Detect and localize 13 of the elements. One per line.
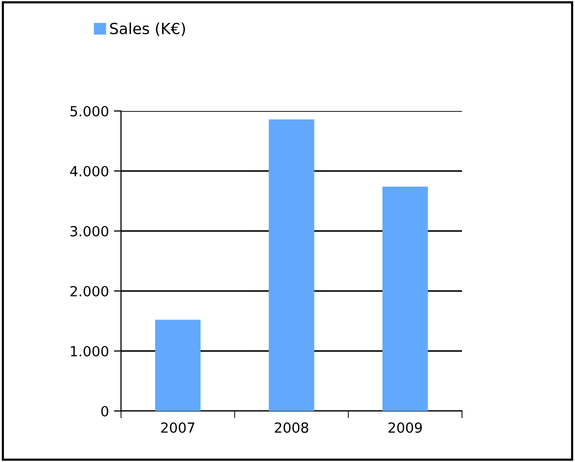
x-tick-label: 2009 — [388, 422, 422, 433]
y-tick-label: 0 — [101, 406, 108, 416]
x-tick-label: 2007 — [161, 422, 194, 433]
y-tick-label: 2.000 — [70, 286, 108, 296]
bar — [155, 320, 201, 411]
y-tick-label: 1.000 — [70, 346, 108, 356]
legend-label: Sales (K€) — [110, 22, 185, 36]
y-tick-label: 4.000 — [70, 166, 108, 176]
y-tick-label: 5.000 — [70, 106, 108, 116]
bar — [268, 119, 314, 411]
y-tick-label: 3.000 — [70, 226, 108, 236]
x-tick-label: 2008 — [274, 422, 308, 433]
bar — [382, 186, 428, 411]
